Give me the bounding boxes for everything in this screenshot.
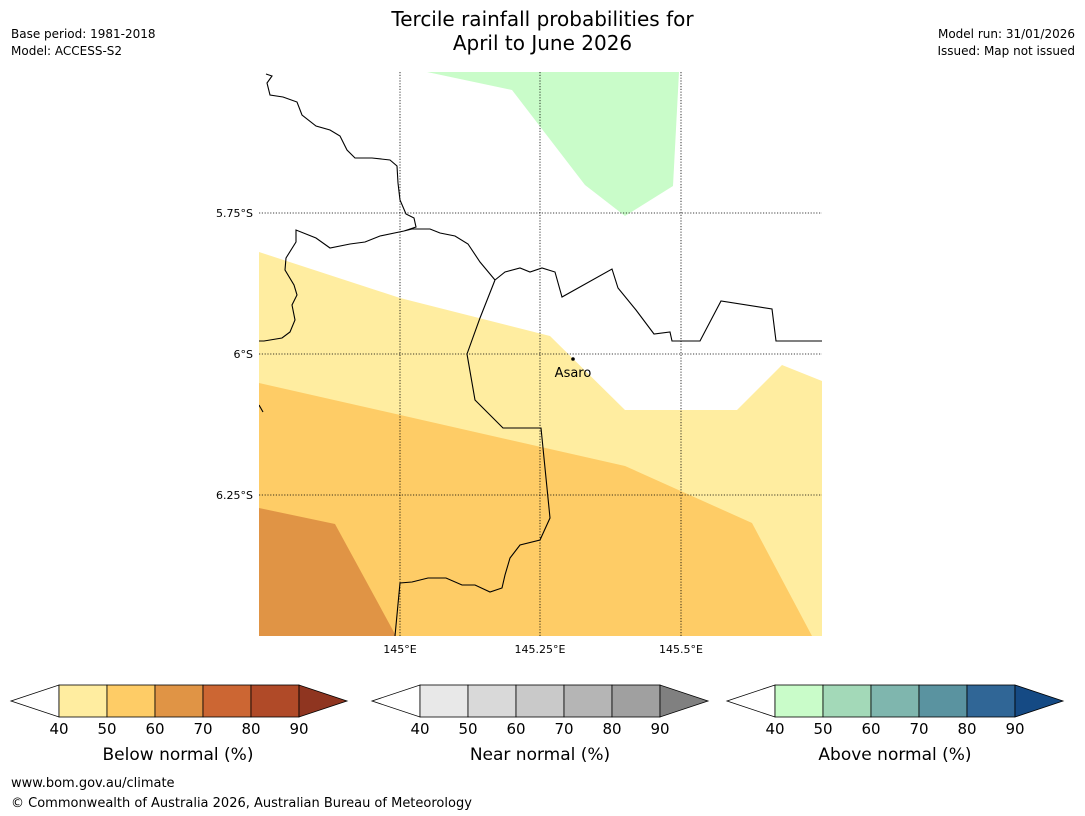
asaro-marker[interactable] (571, 357, 575, 361)
lon-label-145-25: 145.25°E (515, 643, 566, 656)
boundary-south (394, 279, 551, 636)
colorbar-near-normal-tick-80: 80 (602, 720, 621, 738)
colorbar-near-normal: 40 50 60 70 80 90 (370, 684, 710, 738)
colorbar-near-normal-tick-90: 90 (650, 720, 669, 738)
colorbar-above-normal-segment-80 (966, 684, 1016, 718)
colorbar-label-near: Near normal (%) (469, 745, 611, 765)
axis-labels: 5.75°S 6°S 6.25°S 145°E 145.25°E 145.5°E (216, 207, 703, 656)
colorbar-above-normal-over (1014, 684, 1065, 718)
lon-label-145: 145°E (383, 643, 416, 656)
colorbar-above-normal-tick-50: 50 (813, 720, 832, 738)
boundary-west-loop (259, 229, 405, 342)
map-title: Tercile rainfall probabilities for April… (0, 7, 1085, 55)
colorbar-near-normal-segment-50 (467, 684, 517, 718)
meta-left: Base period: 1981-2018 Model: ACCESS-S2 (11, 26, 156, 60)
issued-text: Issued: Map not issued (937, 44, 1075, 58)
colorbar-below-normal-under (9, 684, 60, 718)
colorbar-label-below: Below normal (%) (102, 745, 254, 765)
colorbar-below-normal-tick-60: 60 (145, 720, 164, 738)
colorbar-below-normal-segment-40 (58, 684, 108, 718)
province-boundaries (259, 73, 822, 636)
colorbar-near-normal-tick-50: 50 (458, 720, 477, 738)
lon-label-145-5: 145.5°E (659, 643, 703, 656)
colorbar-near-normal-segment-60 (515, 684, 565, 718)
colorbar-below-normal-segment-60 (154, 684, 204, 718)
colorbar-below-normal-tick-70: 70 (193, 720, 212, 738)
lat-label-6-25: 6.25°S (216, 489, 253, 502)
colorbar-above-normal: 40 50 60 70 80 90 (725, 684, 1065, 738)
colorbar-label-above: Above normal (%) (818, 745, 972, 765)
title-line-1: Tercile rainfall probabilities for (391, 7, 694, 31)
lat-label-5-75: 5.75°S (216, 207, 253, 220)
colorbar-below-normal-tick-90: 90 (289, 720, 308, 738)
boundary-north (265, 73, 496, 281)
colorbar-above-normal-tick-90: 90 (1005, 720, 1024, 738)
footer-copyright: © Commonwealth of Australia 2026, Austra… (11, 796, 472, 811)
colorbar-above-normal-segment-60 (870, 684, 920, 718)
colorbars: 40 50 60 70 80 90 40 50 60 70 80 90 40 50 60 70 80 90 (9, 684, 1065, 738)
below-normal-70-region (259, 508, 396, 636)
colorbar-below-normal-segment-70 (202, 684, 252, 718)
colorbar-above-normal-tick-60: 60 (861, 720, 880, 738)
colorbar-above-normal-tick-40: 40 (765, 720, 784, 738)
colorbar-above-normal-tick-70: 70 (909, 720, 928, 738)
base-period-text: Base period: 1981-2018 (11, 27, 156, 41)
colorbar-above-normal-under (725, 684, 776, 718)
boundary-west-edge (259, 404, 264, 413)
map-area[interactable]: Asaro (259, 72, 822, 636)
colorbar-above-normal-segment-50 (822, 684, 872, 718)
colorbar-below-normal: 40 50 60 70 80 90 (9, 684, 349, 738)
meta-right: Model run: 31/01/2026 Issued: Map not is… (937, 26, 1075, 60)
colorbar-below-normal-over (298, 684, 349, 718)
asaro-label: Asaro (555, 366, 592, 381)
colorbar-near-normal-over (659, 684, 710, 718)
colorbar-below-normal-tick-40: 40 (49, 720, 68, 738)
colorbar-above-normal-segment-70 (918, 684, 968, 718)
title-line-2: April to June 2026 (452, 31, 633, 55)
model-run-text: Model run: 31/01/2026 (937, 27, 1075, 41)
colorbar-above-normal-tick-80: 80 (957, 720, 976, 738)
colorbar-near-normal-tick-60: 60 (506, 720, 525, 738)
model-text: Model: ACCESS-S2 (11, 44, 123, 58)
colorbar-near-normal-under (370, 684, 421, 718)
boundary-central (494, 267, 822, 342)
footer-url[interactable]: www.bom.gov.au/climate (11, 776, 175, 791)
lat-label-6: 6°S (234, 348, 253, 361)
colorbar-above-normal-segment-40 (774, 684, 824, 718)
colorbar-near-normal-segment-40 (419, 684, 469, 718)
colorbar-near-normal-segment-80 (611, 684, 661, 718)
colorbar-below-normal-tick-50: 50 (97, 720, 116, 738)
colorbar-below-normal-segment-80 (250, 684, 300, 718)
colorbar-near-normal-tick-40: 40 (410, 720, 429, 738)
colorbar-near-normal-segment-70 (563, 684, 613, 718)
below-normal-60-region (259, 383, 812, 636)
colorbar-below-normal-tick-80: 80 (241, 720, 260, 738)
colorbar-near-normal-tick-70: 70 (554, 720, 573, 738)
above-normal-50-region (427, 72, 679, 216)
colorbar-below-normal-segment-50 (106, 684, 156, 718)
